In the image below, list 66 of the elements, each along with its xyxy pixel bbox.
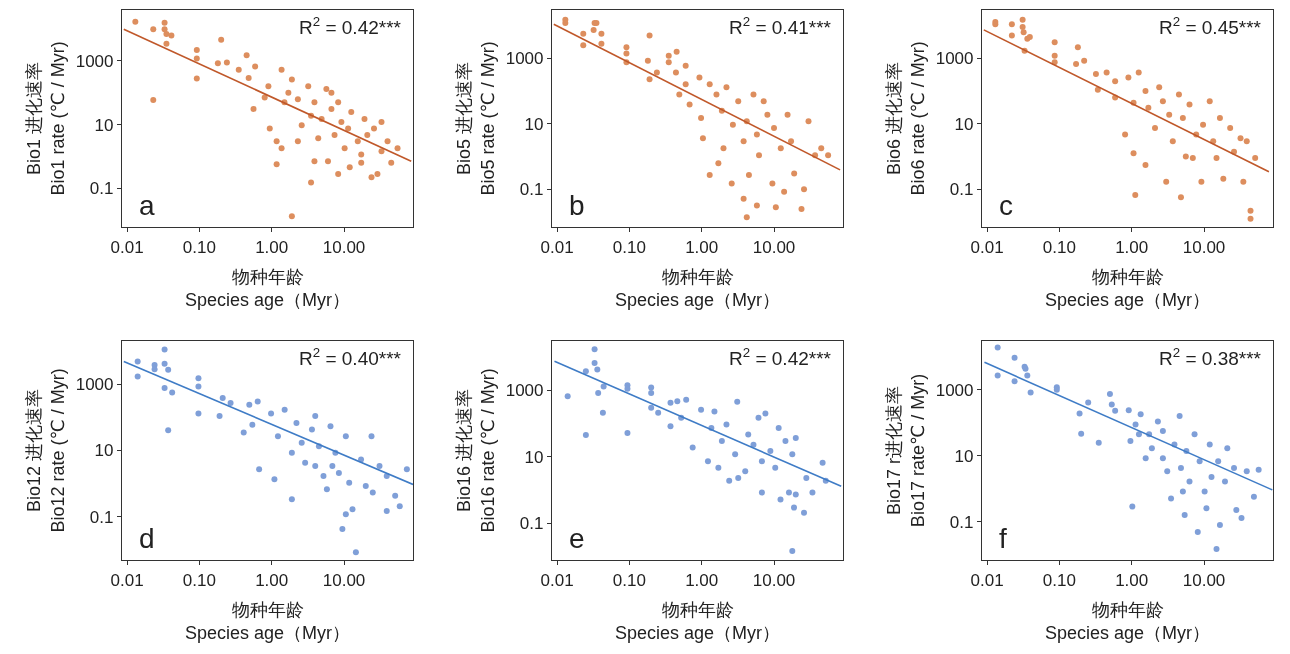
- y-tick-label: 1000: [75, 51, 114, 71]
- x-tick-label: 0.01: [540, 570, 574, 590]
- y-axis-title: Bio12 进化速率 Bio12 rate (℃ / Myr): [24, 368, 68, 533]
- x-tick-label: 10.00: [1182, 237, 1226, 257]
- y-tick-label: 0.1: [519, 514, 544, 534]
- y-axis-title: Bio5 进化速率 Bio5 rate (℃ / Myr): [454, 41, 498, 196]
- y-tick-label: 1000: [75, 375, 114, 395]
- y-tick-label: 0.1: [949, 512, 974, 532]
- x-tick-label: 0.01: [110, 570, 144, 590]
- y-axis-title: Bio1 进化速率 Bio1 rate (℃ / Myr): [24, 41, 68, 196]
- annotation: R$^{2}$ = 0.38***: [1159, 345, 1262, 369]
- x-tick-label: 1.00: [685, 570, 719, 590]
- y-tick-label: 1000: [935, 380, 974, 400]
- y-tick-label: 0.1: [519, 180, 544, 200]
- annotation: b: [569, 190, 585, 221]
- y-tick-label: 10: [954, 446, 974, 466]
- x-axis-title: 物种年龄 Species age（Myr）: [614, 599, 781, 643]
- y-tick-label: 0.1: [89, 507, 114, 527]
- annotation: e: [569, 523, 585, 554]
- y-axis-title: Bio6 进化速率 Bio6 rate (℃ / Myr): [884, 41, 928, 196]
- x-tick-label: 1.00: [255, 237, 289, 257]
- annotation: f: [999, 523, 1007, 554]
- annotation: c: [999, 190, 1013, 221]
- x-tick-label: 10.00: [752, 570, 796, 590]
- x-tick-label: 0.10: [612, 570, 646, 590]
- x-tick-label: 10.00: [322, 237, 366, 257]
- x-tick-label: 10.00: [752, 237, 796, 257]
- y-tick-label: 10: [954, 114, 974, 134]
- x-tick-label: 0.01: [970, 237, 1004, 257]
- annotation: a: [139, 190, 155, 221]
- annotation: d: [139, 523, 155, 554]
- x-axis-title: 物种年龄 Species age（Myr）: [184, 599, 351, 643]
- x-tick-label: 0.10: [612, 237, 646, 257]
- x-tick-label: 10.00: [1182, 570, 1226, 590]
- annotation: R$^{2}$ = 0.45***: [1159, 14, 1262, 38]
- annotation: R$^{2}$ = 0.40***: [299, 345, 402, 369]
- x-tick-label: 0.01: [540, 237, 574, 257]
- x-tick-label: 0.10: [1042, 570, 1076, 590]
- y-tick-label: 1000: [935, 49, 974, 69]
- x-tick-label: 0.01: [110, 237, 144, 257]
- y-axis-title: Bio16 进化速率 Bio16 rate (℃ / Myr): [454, 368, 498, 533]
- annotation: R$^{2}$ = 0.42***: [729, 345, 832, 369]
- y-tick-label: 1000: [505, 49, 544, 69]
- x-axis-title: 物种年龄 Species age（Myr）: [614, 266, 781, 310]
- y-tick-label: 0.1: [949, 180, 974, 200]
- x-tick-label: 0.01: [970, 570, 1004, 590]
- x-tick-label: 0.10: [1042, 237, 1076, 257]
- y-tick-label: 10: [94, 441, 114, 461]
- y-tick-label: 10: [524, 447, 544, 467]
- x-tick-label: 0.10: [182, 237, 216, 257]
- y-tick-label: 1000: [505, 381, 544, 401]
- annotation: R$^{2}$ = 0.41***: [729, 14, 832, 38]
- y-tick-label: 0.1: [89, 179, 114, 199]
- y-tick-label: 10: [524, 114, 544, 134]
- annotation: R$^{2}$ = 0.42***: [299, 14, 402, 38]
- x-tick-label: 1.00: [1115, 237, 1149, 257]
- x-tick-label: 10.00: [322, 570, 366, 590]
- x-tick-label: 0.10: [182, 570, 216, 590]
- y-axis-title: Bio17 r进化速率 Bio17 rate℃ / Myr): [884, 373, 928, 528]
- y-tick-label: 10: [94, 115, 114, 135]
- x-axis-title: 物种年龄 Species age（Myr）: [1044, 266, 1211, 310]
- x-axis-title: 物种年龄 Species age（Myr）: [184, 266, 351, 310]
- x-axis-title: 物种年龄 Species age（Myr）: [1044, 599, 1211, 643]
- x-tick-label: 1.00: [1115, 570, 1149, 590]
- x-tick-label: 1.00: [255, 570, 289, 590]
- x-tick-label: 1.00: [685, 237, 719, 257]
